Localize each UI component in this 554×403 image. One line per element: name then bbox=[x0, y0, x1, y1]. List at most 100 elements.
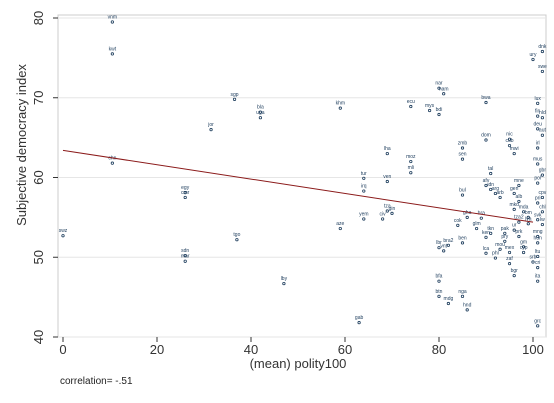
point-label: lux bbox=[534, 96, 541, 102]
point-label: ben bbox=[458, 235, 467, 241]
data-point: bfa bbox=[436, 274, 443, 283]
point-marker bbox=[531, 57, 535, 62]
point-label: chl bbox=[539, 204, 545, 210]
point-marker bbox=[531, 260, 535, 264]
point-label: egy bbox=[181, 185, 190, 191]
point-label: ven bbox=[383, 174, 391, 180]
point-marker bbox=[521, 245, 526, 249]
point-label: mou bbox=[495, 242, 505, 248]
data-point: tal bbox=[488, 166, 493, 176]
y-tick-label: 40 bbox=[31, 330, 46, 344]
point-marker bbox=[258, 116, 262, 120]
point-label: cub bbox=[505, 138, 513, 144]
data-point: ven bbox=[383, 174, 392, 184]
point-marker bbox=[465, 308, 469, 312]
point-marker bbox=[512, 207, 516, 211]
data-point: dom bbox=[481, 133, 491, 142]
point-label: uga bbox=[256, 110, 265, 116]
data-point: pol bbox=[534, 176, 541, 185]
y-tick-label: 50 bbox=[31, 250, 46, 264]
data-point: lby bbox=[281, 276, 288, 286]
point-marker bbox=[460, 294, 465, 298]
data-point: tza2 bbox=[514, 215, 524, 224]
data-point: hnd bbox=[463, 302, 472, 312]
point-marker bbox=[526, 215, 530, 219]
data-point: pak bbox=[501, 226, 510, 235]
point-marker bbox=[540, 133, 545, 137]
data-point: nar bbox=[435, 81, 443, 90]
point-label: gbr bbox=[539, 168, 547, 174]
point-marker bbox=[536, 101, 540, 105]
data-point: gha bbox=[463, 210, 472, 219]
point-marker bbox=[465, 215, 469, 219]
data-point: irl bbox=[536, 140, 540, 150]
data-point: ury bbox=[530, 52, 537, 62]
point-marker bbox=[517, 183, 521, 188]
point-marker bbox=[498, 195, 502, 200]
data-point: sdn bbox=[181, 248, 189, 258]
point-label: khm bbox=[336, 101, 345, 107]
point-label: mkd bbox=[509, 202, 519, 208]
point-label: moz bbox=[406, 154, 416, 160]
point-marker bbox=[362, 176, 366, 180]
data-point: gm bbox=[520, 239, 527, 249]
point-label: gen bbox=[510, 186, 519, 192]
data-point: lha bbox=[384, 146, 391, 156]
point-label: idn bbox=[487, 182, 494, 188]
data-point: egy bbox=[181, 185, 190, 195]
point-marker bbox=[540, 210, 545, 214]
point-label: fin bbox=[535, 109, 541, 115]
data-point: mys bbox=[425, 103, 435, 113]
point-label: sdn bbox=[181, 248, 189, 254]
point-label: bgr bbox=[511, 268, 519, 274]
correlation-note: correlation= -.51 bbox=[60, 376, 133, 387]
point-label: pri bbox=[535, 196, 541, 202]
point-marker bbox=[536, 201, 540, 205]
point-marker bbox=[536, 266, 540, 270]
point-label: cok bbox=[454, 218, 462, 224]
data-point: yem bbox=[359, 211, 369, 221]
point-label: pak bbox=[501, 226, 510, 232]
point-marker bbox=[460, 193, 465, 197]
point-marker bbox=[446, 301, 450, 306]
point-marker bbox=[409, 171, 413, 175]
data-point: mdg bbox=[444, 296, 453, 306]
data-point: sen bbox=[458, 152, 467, 161]
data-point: ecu bbox=[407, 99, 415, 109]
point-label: ltu bbox=[535, 249, 541, 255]
point-label: chn bbox=[108, 156, 116, 162]
point-label: ken bbox=[482, 230, 490, 236]
point-marker bbox=[460, 146, 465, 150]
point-label: mwi bbox=[510, 146, 519, 152]
data-point: arg bbox=[492, 186, 499, 196]
point-marker bbox=[540, 173, 545, 177]
point-marker bbox=[536, 162, 540, 166]
point-label: cmr bbox=[181, 190, 190, 196]
point-label: gha bbox=[463, 210, 472, 216]
data-point: mkd bbox=[509, 202, 519, 211]
point-marker bbox=[517, 199, 521, 204]
data-point: ita bbox=[535, 274, 541, 283]
point-marker bbox=[474, 226, 479, 231]
point-marker bbox=[507, 137, 512, 141]
point-marker bbox=[442, 92, 446, 96]
point-marker bbox=[282, 281, 286, 286]
data-point: fin bbox=[535, 109, 541, 118]
point-marker bbox=[536, 127, 540, 131]
data-point: cok bbox=[454, 218, 462, 227]
point-label: pol bbox=[534, 176, 541, 182]
point-marker bbox=[357, 321, 361, 325]
data-point: chl bbox=[539, 204, 546, 214]
point-marker bbox=[385, 209, 389, 213]
point-label: ecu bbox=[407, 99, 415, 105]
data-point: aze bbox=[336, 221, 345, 231]
data-point: nam bbox=[439, 86, 449, 96]
point-label: vnm bbox=[108, 14, 117, 20]
x-axis: 0 20 40 60 80 100 bbox=[59, 337, 544, 357]
point-label: zaf bbox=[506, 256, 513, 262]
data-point: phl bbox=[492, 251, 499, 260]
point-marker bbox=[338, 106, 342, 110]
point-marker bbox=[536, 279, 540, 283]
